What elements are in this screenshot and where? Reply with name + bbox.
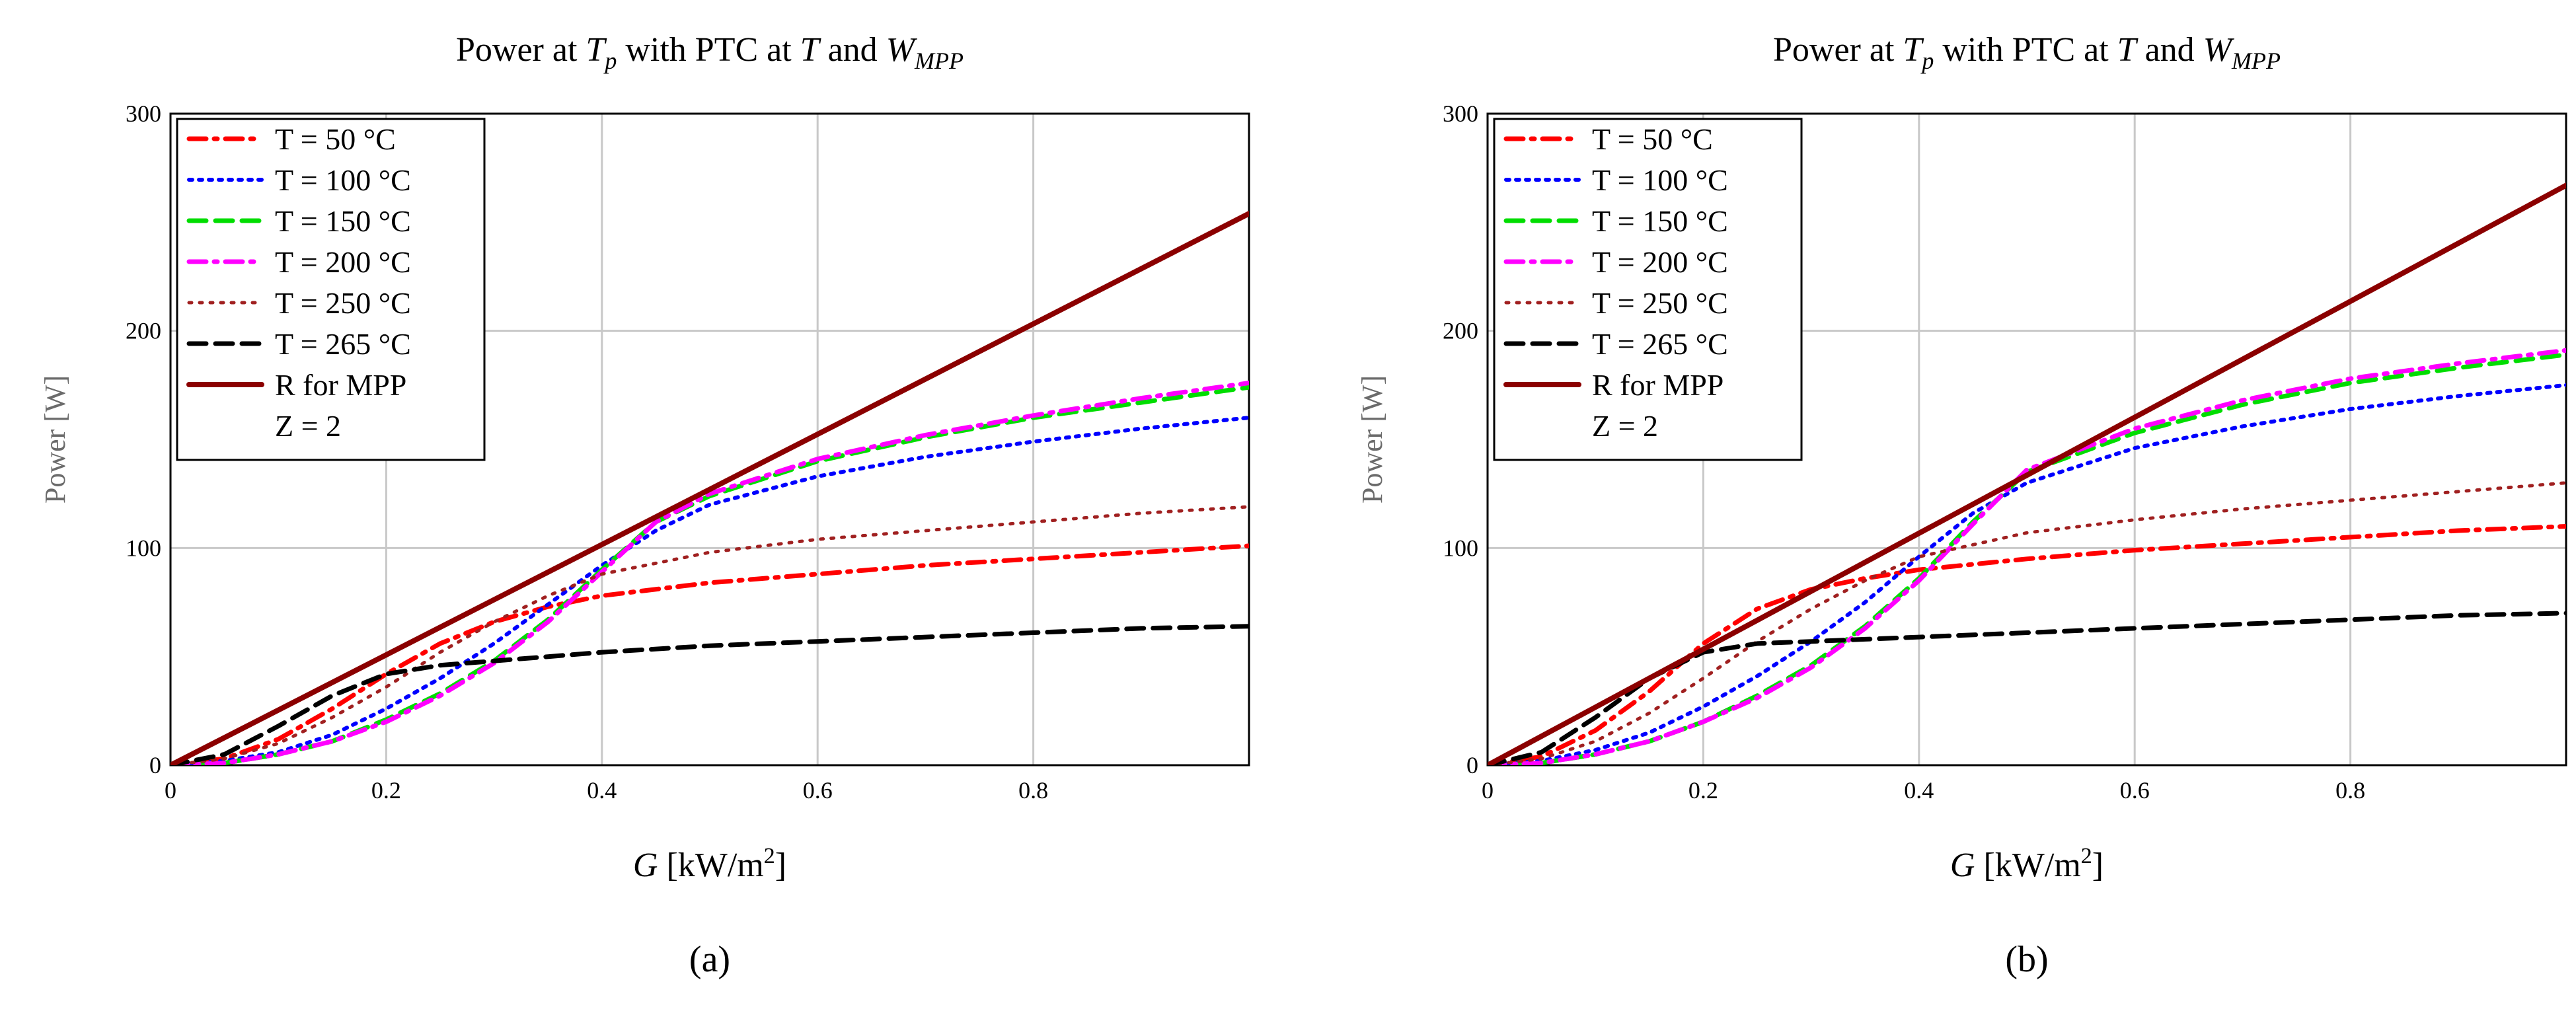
x-label-var-g: G	[633, 846, 658, 884]
panel-label: (a)	[689, 939, 730, 980]
title-sub-mpp: MPP	[2231, 48, 2281, 74]
legend-label: T = 100 °C	[275, 163, 411, 197]
x-tick-label: 0.4	[587, 777, 617, 804]
series-line-3	[170, 381, 1249, 765]
x-tick-label: 0.2	[371, 777, 401, 804]
legend-label: T = 50 °C	[275, 122, 396, 156]
legend-label: T = 50 °C	[1592, 122, 1713, 156]
series-line-1	[1488, 383, 2566, 765]
y-tick-label: 300	[1443, 100, 1478, 127]
series-line-4	[170, 505, 1249, 765]
title-sub-p: p	[603, 48, 617, 74]
x-label-sup: 2	[764, 844, 775, 868]
x-tick-label: 0.4	[1904, 777, 1934, 804]
y-tick-label: 200	[126, 318, 161, 344]
legend-label: T = 200 °C	[275, 245, 411, 279]
plot-frame	[1486, 112, 2567, 767]
x-tick-label: 0	[165, 777, 176, 804]
chart-panel-b: Power at Tp with PTC at T and WMPP 0 0.2 0.…	[1356, 31, 2567, 980]
legend-label: T = 265 °C	[1592, 327, 1728, 361]
legend-box	[176, 118, 486, 461]
title-and: and	[2137, 31, 2203, 69]
title-var-w: W	[886, 31, 918, 69]
title-mid: with PTC at	[1934, 31, 2117, 69]
legend-label: T = 150 °C	[275, 204, 411, 238]
legend-label: T = 250 °C	[1592, 286, 1728, 320]
x-axis-label: G [kW/m2]	[1950, 844, 2103, 884]
chart-title: Power at Tp with PTC at T and WMPP	[456, 31, 964, 74]
x-label-unit: [kW/m	[1975, 846, 2080, 884]
legend-z-value: Z = 2	[1592, 409, 1658, 443]
legend-box	[1493, 118, 1803, 461]
series-group	[170, 211, 1249, 765]
series-line-6	[1488, 182, 2566, 765]
title-prefix: Power at	[456, 31, 586, 69]
legend-label: R for MPP	[1592, 368, 1724, 402]
x-label-var-g: G	[1950, 846, 1975, 884]
series-line-0	[1488, 524, 2566, 765]
legend-label: T = 100 °C	[1592, 163, 1728, 197]
chart-panel-a: Power at Tp with PTC at T and WMPP 0 0.2 0.…	[39, 31, 1250, 980]
legend-z-value: Z = 2	[275, 409, 341, 443]
series-line-4	[1488, 481, 2566, 765]
y-tick-label: 300	[126, 100, 161, 127]
title-sub-p: p	[1920, 48, 1934, 74]
legend-label: T = 250 °C	[275, 286, 411, 320]
y-tick-label: 100	[126, 535, 161, 561]
x-label-sup: 2	[2081, 844, 2092, 868]
x-tick-label: 0.8	[2335, 777, 2365, 804]
y-axis-label: Power [W]	[1356, 375, 1388, 504]
y-tick-label: 0	[149, 752, 161, 778]
chart-title: Power at Tp with PTC at T and WMPP	[1773, 31, 2281, 74]
y-tick-label: 100	[1443, 535, 1478, 561]
series-line-5	[1488, 611, 2566, 765]
legend-label: R for MPP	[275, 368, 406, 402]
series-line-5	[170, 624, 1249, 765]
title-var-t: T	[586, 31, 607, 69]
title-prefix: Power at	[1773, 31, 1903, 69]
x-tick-label: 0.6	[803, 777, 833, 804]
x-tick-label: 0.6	[2120, 777, 2150, 804]
legend-label: T = 150 °C	[1592, 204, 1728, 238]
x-label-unit: [kW/m	[658, 846, 763, 884]
x-tick-label: 0	[1482, 777, 1494, 804]
x-label-close: ]	[2092, 846, 2103, 884]
plot-frame	[169, 112, 1250, 767]
title-and: and	[819, 31, 886, 69]
x-axis-label: G [kW/m2]	[633, 844, 786, 884]
y-tick-label: 0	[1466, 752, 1478, 778]
legend-label: T = 200 °C	[1592, 245, 1728, 279]
series-line-3	[1488, 348, 2566, 765]
y-tick-label: 200	[1443, 318, 1478, 344]
y-axis-label: Power [W]	[39, 375, 71, 504]
legend-label: T = 265 °C	[275, 327, 411, 361]
title-mid: with PTC at	[617, 31, 800, 69]
series-line-6	[170, 211, 1249, 765]
title-var-t: T	[1903, 31, 1924, 69]
title-var-t2: T	[2117, 31, 2139, 69]
x-label-close: ]	[775, 846, 786, 884]
title-var-w: W	[2203, 31, 2235, 69]
panel-label: (b)	[2005, 939, 2048, 980]
x-tick-label: 0.2	[1688, 777, 1718, 804]
title-sub-mpp: MPP	[914, 48, 964, 74]
series-group	[1488, 182, 2566, 765]
x-tick-label: 0.8	[1018, 777, 1048, 804]
title-var-t2: T	[800, 31, 821, 69]
